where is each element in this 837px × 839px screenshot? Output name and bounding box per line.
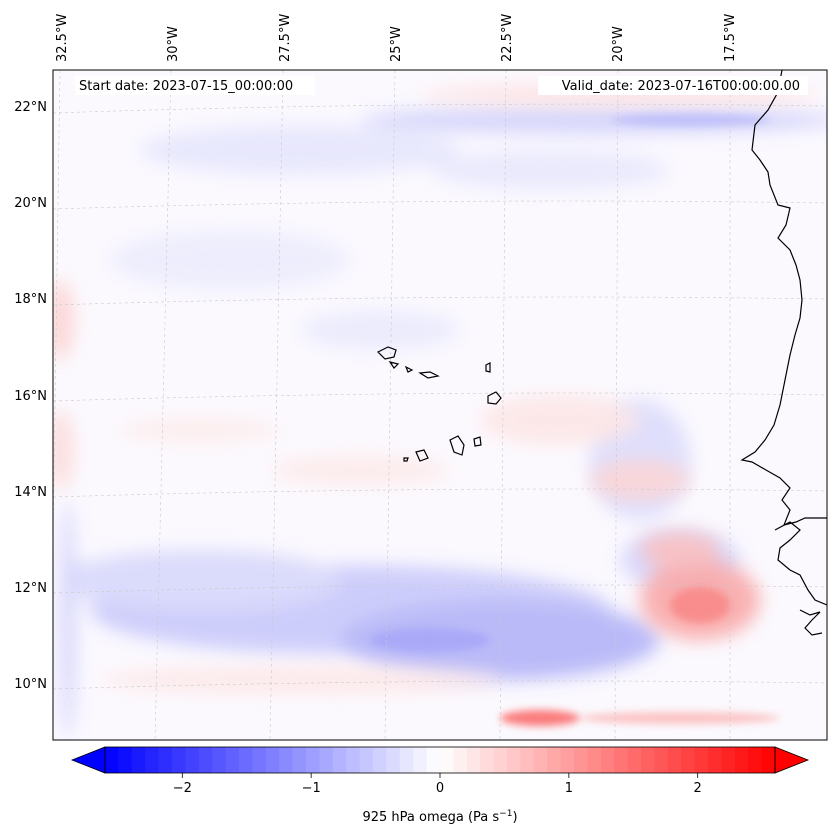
lon-label-25w: 25°W — [389, 26, 404, 62]
colorbar-tick-label: 1 — [565, 781, 573, 796]
colorbar-segment — [172, 747, 186, 773]
colorbar-segment — [332, 747, 347, 773]
colorbar-segments — [105, 747, 776, 773]
colorbar-segment — [480, 747, 495, 773]
lon-label-27-5w: 27.5°W — [278, 14, 293, 62]
lat-label-16n: 16°N — [14, 389, 47, 404]
colorbar-segment — [533, 747, 548, 773]
lon-label-20w: 20°W — [611, 26, 626, 62]
colorbar-segment — [721, 747, 736, 773]
lat-label-10n: 10°N — [14, 677, 47, 692]
colorbar-segment — [399, 747, 414, 773]
colorbar-segment — [105, 747, 119, 773]
colorbar-segment — [426, 747, 441, 773]
colorbar-segment — [118, 747, 133, 773]
colorbar-label: 925 hPa omega (Pa s−1) — [362, 809, 517, 825]
colorbar-segment — [413, 747, 428, 773]
colorbar-ticks: −2 −1 0 1 2 — [173, 773, 702, 796]
lat-label-22n: 22°N — [14, 100, 47, 115]
colorbar-segment — [641, 747, 655, 773]
colorbar-segment — [507, 747, 521, 773]
colorbar-segment — [198, 747, 213, 773]
colorbar-segment — [158, 747, 173, 773]
colorbar-segment — [520, 747, 535, 773]
lat-label-14n: 14°N — [14, 485, 47, 500]
start-date-label: Start date: 2023-07-15_00:00:00 — [79, 79, 293, 94]
colorbar-segment — [292, 747, 307, 773]
colorbar-segment — [306, 747, 320, 773]
colorbar-segment — [667, 747, 682, 773]
coastlines — [376, 70, 827, 636]
colorbar-segment — [279, 747, 294, 773]
colorbar-segment — [708, 747, 722, 773]
colorbar-extend-max — [774, 746, 810, 774]
omega-field — [53, 85, 827, 740]
colorbar-segment — [453, 747, 468, 773]
lon-label-22-5w: 22.5°W — [500, 14, 515, 62]
colorbar-segment — [440, 747, 454, 773]
map-panel: Start date: 2023-07-15_00:00:00 Valid_da… — [52, 69, 828, 741]
lon-label-32-5w: 32.5°W — [55, 14, 70, 62]
colorbar: −2 −1 0 1 2 925 hPa omega (Pa s−1) — [70, 746, 810, 825]
colorbar-segment — [346, 747, 361, 773]
colorbar-tick-label: −2 — [173, 781, 192, 796]
lon-label-30w: 30°W — [166, 26, 181, 62]
colorbar-segment — [748, 747, 763, 773]
longitude-labels: 32.5°W 30°W 27.5°W 25°W 22.5°W 20°W 17.5… — [55, 14, 738, 62]
colorbar-segment — [560, 747, 575, 773]
lon-label-17-5w: 17.5°W — [723, 14, 738, 62]
colorbar-segment — [386, 747, 401, 773]
colorbar-segment — [547, 747, 562, 773]
colorbar-segment — [600, 747, 615, 773]
colorbar-segment — [373, 747, 387, 773]
africa-coastline — [740, 70, 827, 526]
colorbar-tick-label: −1 — [302, 781, 321, 796]
colorbar-tick-label: 2 — [694, 781, 702, 796]
colorbar-segment — [145, 747, 160, 773]
graticule — [53, 70, 827, 740]
start-date-box — [75, 76, 315, 95]
colorbar-segment — [493, 747, 508, 773]
valid-date-label: Valid_date: 2023-07-16T00:00:00.00 — [562, 79, 800, 94]
colorbar-segment — [212, 747, 227, 773]
colorbar-segment — [225, 747, 240, 773]
colorbar-tick-label: 0 — [436, 781, 444, 796]
lat-label-12n: 12°N — [14, 581, 47, 596]
colorbar-segment — [587, 747, 602, 773]
colorbar-segment — [627, 747, 642, 773]
colorbar-segment — [131, 747, 146, 773]
colorbar-segment — [319, 747, 334, 773]
map-frame — [52, 69, 828, 741]
lat-label-20n: 20°N — [14, 196, 47, 211]
colorbar-segment — [654, 747, 669, 773]
lat-label-18n: 18°N — [14, 292, 47, 307]
colorbar-segment — [466, 747, 481, 773]
colorbar-segment — [694, 747, 709, 773]
colorbar-segment — [574, 747, 588, 773]
colorbar-segment — [239, 747, 253, 773]
colorbar-segment — [681, 747, 696, 773]
valid-date-box — [538, 76, 808, 95]
colorbar-segment — [359, 747, 374, 773]
colorbar-segment — [185, 747, 200, 773]
colorbar-segment — [614, 747, 629, 773]
colorbar-segment — [265, 747, 280, 773]
colorbar-extend-min — [70, 746, 106, 774]
cape-verde-islands — [376, 346, 502, 462]
colorbar-segment — [761, 747, 776, 773]
colorbar-segment — [734, 747, 749, 773]
latitude-labels: 22°N 20°N 18°N 16°N 14°N 12°N 10°N — [14, 100, 47, 692]
colorbar-segment — [252, 747, 267, 773]
